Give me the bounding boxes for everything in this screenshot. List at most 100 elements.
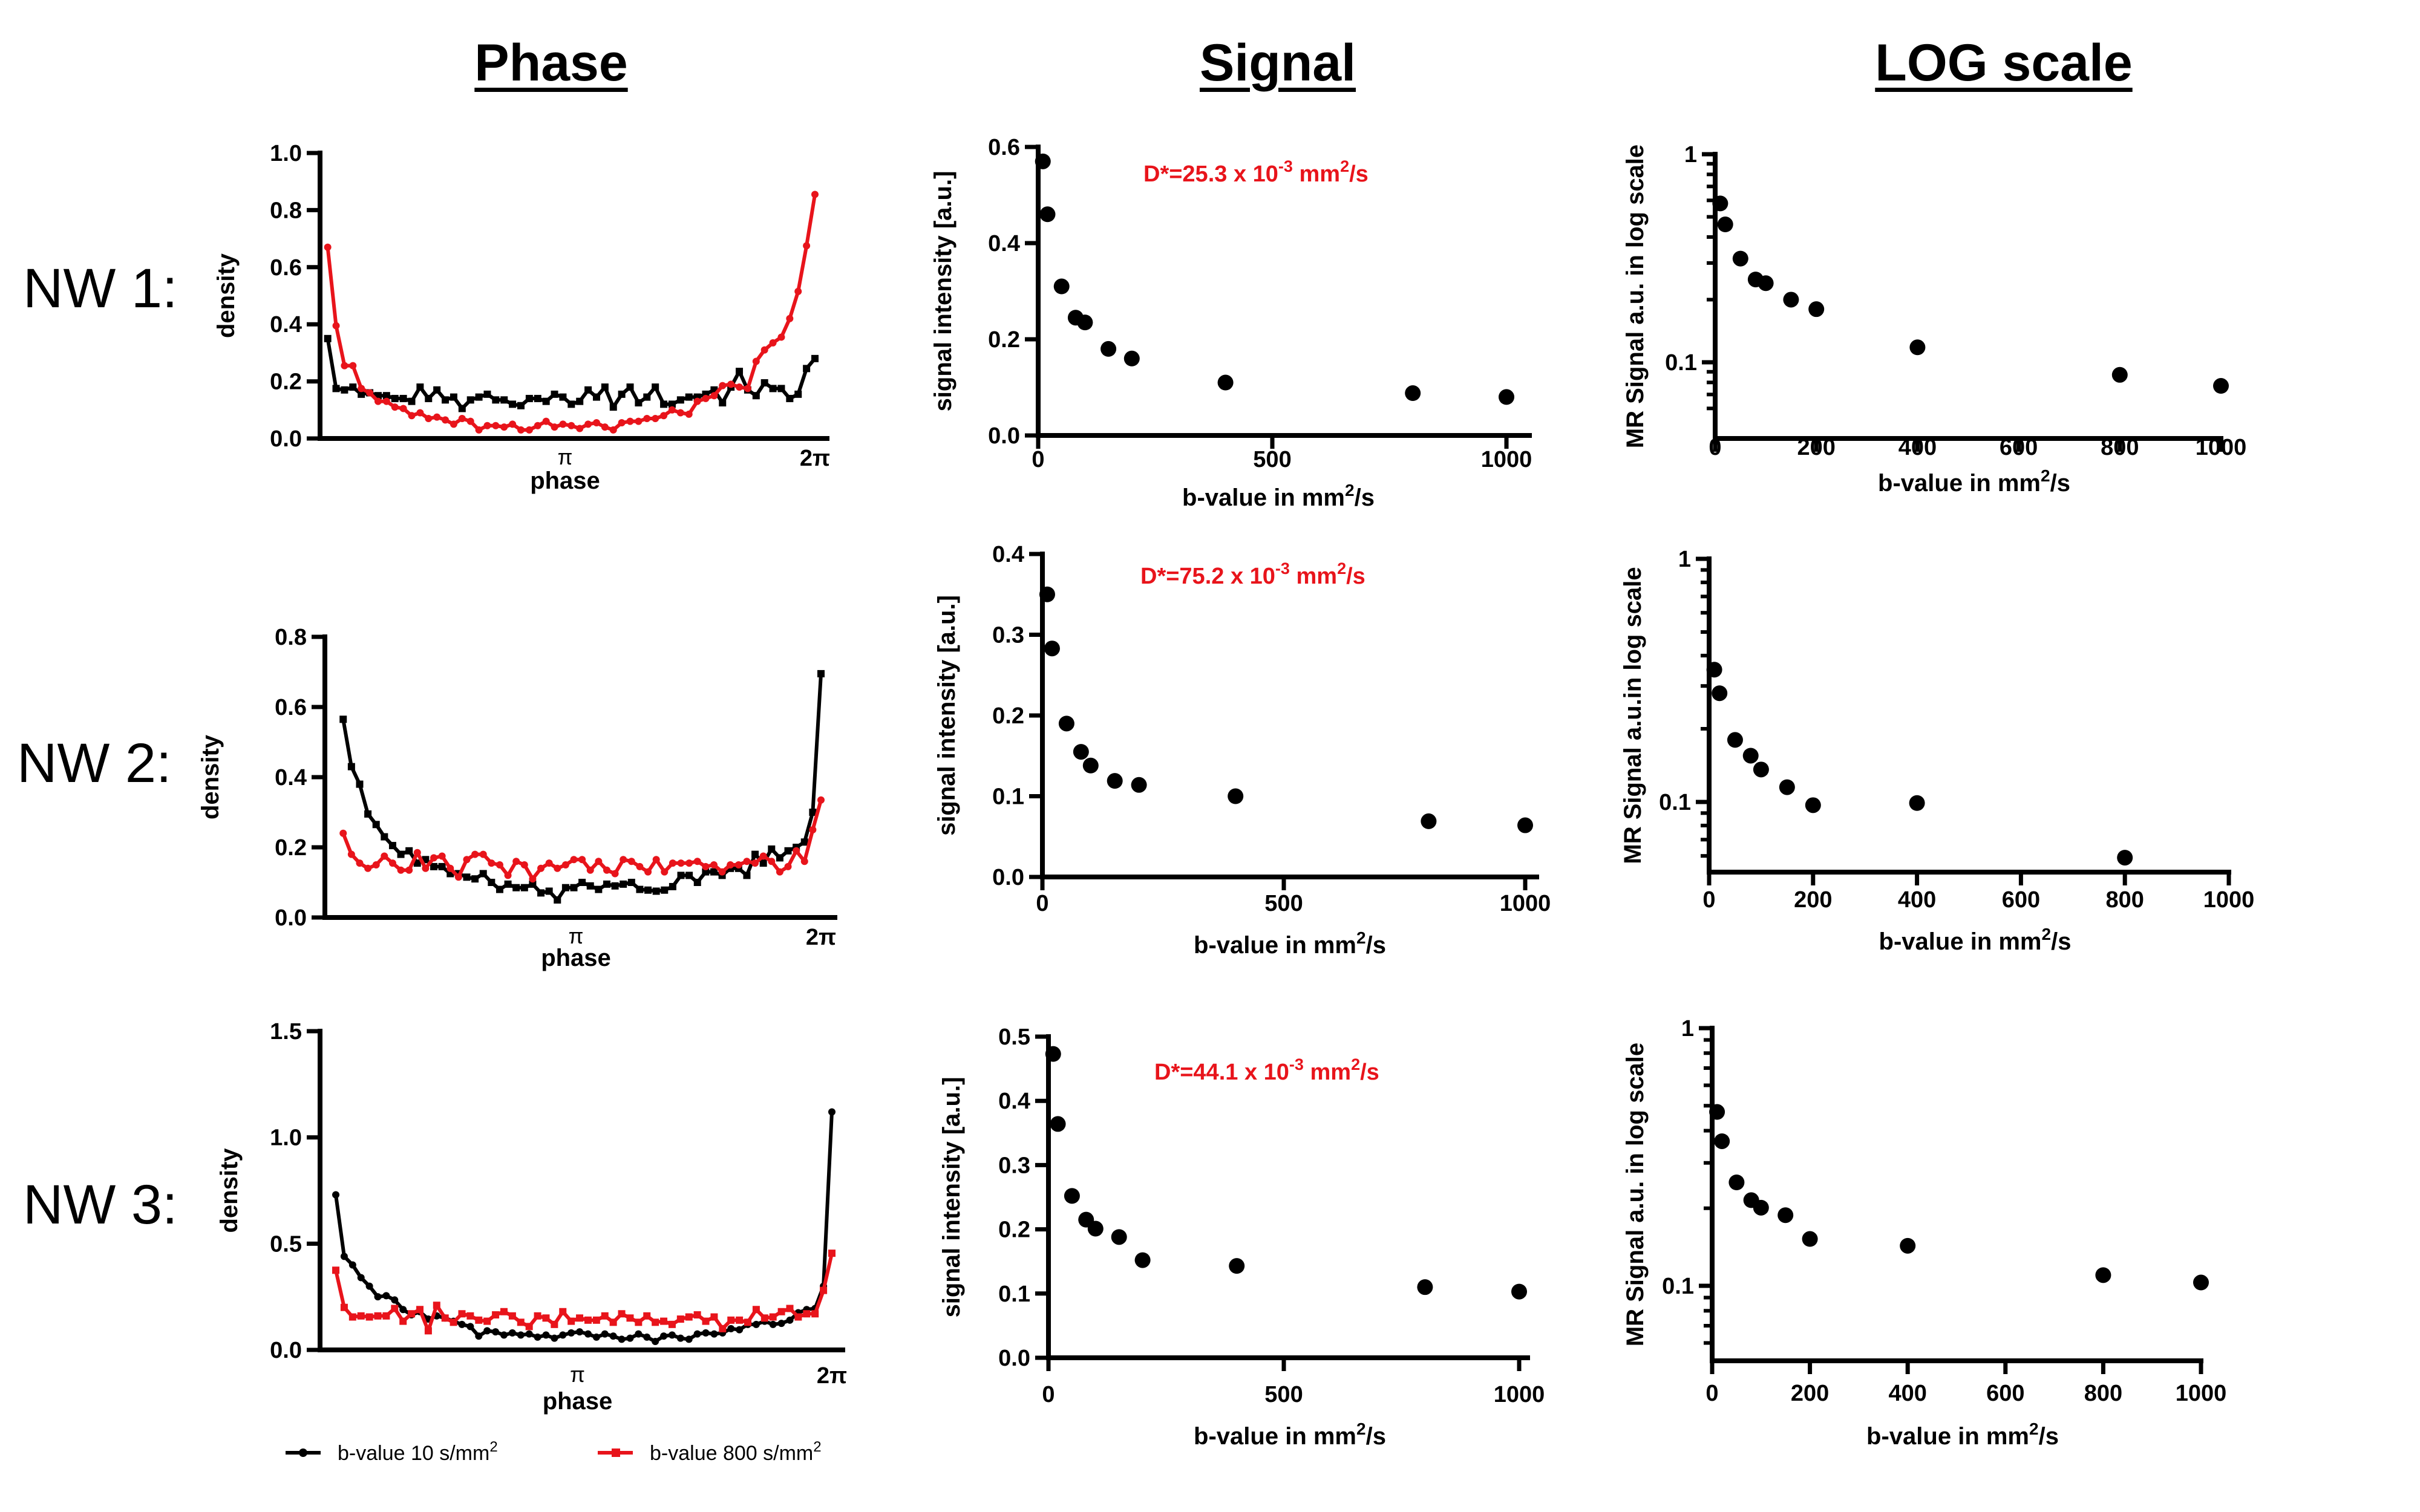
x-axis-label-sup: 2 xyxy=(2041,466,2050,485)
x-axis-label-text: b-value in mm xyxy=(1182,484,1345,511)
data-point-square xyxy=(500,1308,508,1315)
legend-label-sup: 2 xyxy=(489,1439,497,1455)
data-point-square xyxy=(554,896,561,904)
data-point-circle xyxy=(388,859,396,867)
data-point-square xyxy=(430,862,438,870)
x-axis-label: b-value in mm2/s xyxy=(1878,466,2070,497)
data-point-circle xyxy=(381,852,388,860)
y-tick-label: 0.2 xyxy=(998,1217,1030,1243)
data-point-square xyxy=(693,879,701,886)
x-tick-label: 200 xyxy=(1791,1381,1829,1406)
data-point-circle xyxy=(776,868,783,876)
data-point-circle xyxy=(784,862,792,870)
y-tick-label: 0.8 xyxy=(270,198,302,223)
data-point-square xyxy=(643,393,651,401)
data-point-circle xyxy=(786,1316,794,1324)
x-axis-label: b-value in mm2/s xyxy=(1182,481,1375,511)
data-point-square xyxy=(820,1286,828,1294)
data-point-circle xyxy=(425,414,433,422)
data-point xyxy=(1732,250,1748,267)
data-point-circle xyxy=(341,362,348,370)
data-point-square xyxy=(786,1305,794,1312)
data-point-circle xyxy=(508,1329,516,1337)
x-tick-label: 600 xyxy=(2000,435,2038,460)
data-point-square xyxy=(669,882,676,890)
data-point-square xyxy=(668,400,676,408)
data-point-square xyxy=(512,884,520,891)
column-header-log-scale: LOG scale xyxy=(1875,34,2133,92)
data-point-circle xyxy=(584,1330,592,1338)
data-point-circle xyxy=(512,858,520,865)
y-axis-label: MR Signal a.u. in log scale xyxy=(1622,1043,1649,1346)
data-point-square xyxy=(817,670,825,677)
data-point-circle xyxy=(803,242,811,250)
data-point-square xyxy=(668,1320,676,1328)
data-point-circle xyxy=(517,1331,525,1339)
data-point xyxy=(1808,301,1825,318)
data-point-circle xyxy=(520,861,528,868)
x-tick-label: 1000 xyxy=(1500,891,1551,916)
data-point-square xyxy=(618,390,626,398)
data-point-square xyxy=(710,868,718,876)
data-point xyxy=(2095,1267,2111,1283)
data-point-square xyxy=(743,872,751,879)
data-point-circle xyxy=(719,382,727,389)
data-point-square xyxy=(483,1317,491,1325)
data-point-circle xyxy=(525,426,533,434)
data-point-circle xyxy=(800,858,808,865)
data-point-circle xyxy=(618,1335,626,1343)
x-axis-label-text: b-value in mm xyxy=(1194,932,1356,959)
data-point-square xyxy=(744,1318,752,1326)
data-point xyxy=(1805,797,1821,813)
series-line xyxy=(325,194,817,432)
data-point xyxy=(1421,813,1437,829)
x-tick-label-2pi: 2π xyxy=(800,446,830,471)
y-tick-label: 0.0 xyxy=(998,1346,1030,1371)
data-point-circle xyxy=(668,1331,676,1339)
data-point-circle xyxy=(676,1334,684,1342)
row-label-nw3: NW 3: xyxy=(23,1174,178,1236)
data-point-circle xyxy=(611,870,619,878)
y-axis-label: density xyxy=(213,253,240,338)
x-axis-label-suffix: /s xyxy=(2050,470,2070,497)
x-tick-label-pi: π xyxy=(569,924,584,948)
data-point xyxy=(2213,378,2229,394)
d-star-value: D*=75.2 x 10 xyxy=(1140,564,1275,589)
data-point-circle xyxy=(668,406,676,414)
data-point xyxy=(1053,278,1070,295)
data-point-square xyxy=(425,394,433,402)
data-point-square xyxy=(517,1318,525,1326)
data-point-square xyxy=(627,879,635,886)
data-point-square xyxy=(719,399,727,406)
x-axis-label-suffix: /s xyxy=(1355,484,1375,511)
d-star-annotation: D*=25.3 x 10-3 mm2/s xyxy=(1143,157,1369,187)
y-tick-label: 0.4 xyxy=(270,312,302,337)
data-point xyxy=(1900,1237,1916,1254)
data-point-circle xyxy=(627,858,635,865)
data-point-circle xyxy=(349,362,357,370)
data-point-circle xyxy=(433,413,441,421)
data-point xyxy=(1050,1116,1066,1132)
data-point-circle xyxy=(542,1331,550,1339)
x-axis-label: phase xyxy=(541,945,611,971)
data-point-circle xyxy=(828,1108,836,1116)
d-star-exponent: -3 xyxy=(1278,157,1293,175)
y-tick-label: 0.3 xyxy=(992,623,1024,648)
data-point-square xyxy=(479,870,487,878)
data-point-circle xyxy=(570,856,578,864)
data-point xyxy=(1753,1199,1769,1216)
x-tick-label-2pi: 2π xyxy=(817,1363,847,1389)
data-point-square xyxy=(777,385,785,393)
data-point-square xyxy=(620,880,627,888)
data-point-circle xyxy=(769,339,777,347)
data-point-square xyxy=(332,385,340,393)
data-point-square xyxy=(504,880,512,888)
data-point-circle xyxy=(332,1191,340,1199)
data-point-circle xyxy=(586,866,594,874)
x-tick-label: 0 xyxy=(1705,1381,1718,1406)
x-axis-label: b-value in mm2/s xyxy=(1194,1419,1386,1450)
data-point-circle xyxy=(768,858,776,865)
y-tick-label: 0.1 xyxy=(1662,1274,1694,1299)
y-axis-label: density xyxy=(197,734,224,820)
